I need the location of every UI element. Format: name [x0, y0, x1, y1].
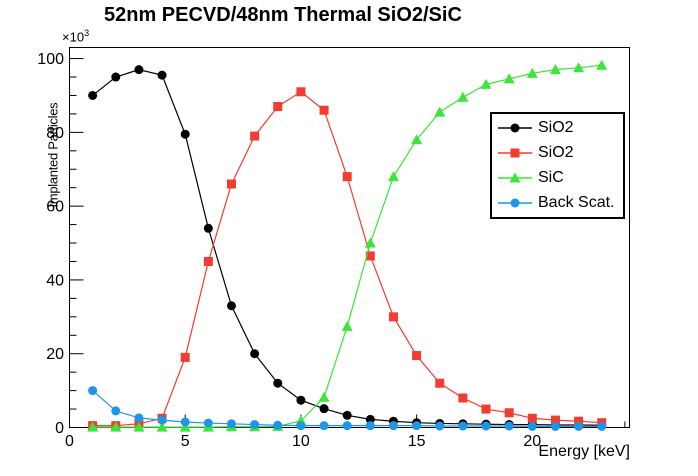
- legend-label: SiO2: [538, 119, 574, 137]
- legend-item-sio2-thermal: SiO2: [492, 144, 623, 162]
- y-tick-label: 20: [46, 346, 64, 363]
- x-tick-label: 10: [292, 433, 310, 450]
- legend-item-sic: SiC: [492, 169, 623, 187]
- legend: SiO2 SiO2 SiC Back Scat.: [490, 112, 625, 219]
- blue-circle-marker-icon: [498, 198, 532, 208]
- x-tick-label: 20: [523, 433, 541, 450]
- legend-item-sio2-pecvd: SiO2: [492, 119, 623, 137]
- y-tick-label: 0: [55, 420, 64, 437]
- x-tick-label: 15: [408, 433, 426, 450]
- y-tick-label: 80: [46, 125, 64, 142]
- legend-label: SiC: [538, 168, 564, 186]
- plot-frame: [69, 47, 630, 428]
- y-tick-label: 60: [46, 199, 64, 216]
- y-tick-label: 40: [46, 272, 64, 289]
- series-3-back-scat-: [88, 386, 607, 431]
- x-tick-label: 0: [65, 433, 74, 450]
- legend-item-back-scat: Back Scat.: [492, 194, 623, 212]
- chart-title: 52nm PECVD/48nm Thermal SiO2/SiC: [104, 4, 462, 26]
- red-square-marker-icon: [498, 148, 532, 158]
- green-triangle-marker-icon: [498, 172, 532, 183]
- x-axis-title: Energy [keV]: [538, 443, 630, 460]
- x-tick-label: 5: [181, 433, 190, 450]
- legend-label: Back Scat.: [538, 193, 615, 211]
- black-circle-marker-icon: [498, 123, 532, 133]
- y-axis-exponent: ×103: [62, 28, 90, 45]
- y-tick-label: 100: [37, 51, 64, 68]
- legend-label: SiO2: [538, 144, 574, 162]
